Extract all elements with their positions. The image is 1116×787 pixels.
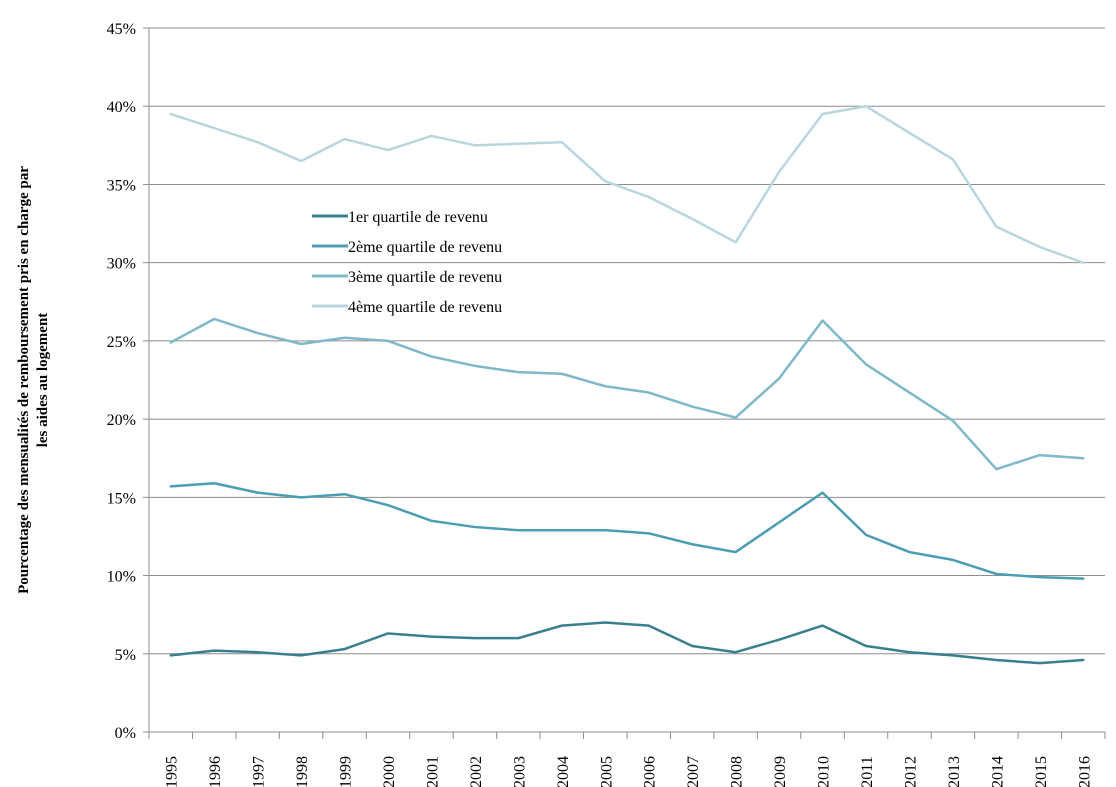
legend-label: 2ème quartile de revenu (348, 239, 502, 256)
legend-label: 3ème quartile de revenu (348, 269, 502, 286)
x-tick-label-2003: 2003 (511, 756, 528, 787)
y-tick-label: 25% (107, 334, 136, 351)
x-tick-labels: 1995 1996 1997 1998 1999 2000 2001 2002 2003 2004… (148, 732, 1106, 787)
x-tick-label-1997: 1997 (251, 756, 268, 787)
y-tick-labels: 0% 5% 10% 15% 20% 25% 30% 35% 40% 45% (107, 21, 149, 742)
y-tick-label: 40% (107, 99, 136, 116)
x-tick-label-2006: 2006 (642, 756, 659, 787)
y-tick-label: 5% (115, 647, 136, 664)
legend: 1er quartile de revenu 2ème quartile de r… (312, 209, 502, 316)
x-tick-label-2011: 2011 (859, 756, 876, 787)
legend-item-3: 3ème quartile de revenu (312, 269, 502, 286)
x-tick-label-2016: 2016 (1076, 756, 1093, 787)
series-line-3 (169, 317, 1085, 471)
y-axis-title-line-2: les aides au logement (35, 313, 51, 448)
x-tick-label-1999: 1999 (338, 756, 355, 787)
x-tick-label-2013: 2013 (946, 756, 963, 787)
x-tick-label-2009: 2009 (772, 756, 789, 787)
x-tick-label-2014: 2014 (989, 756, 1006, 787)
y-tick-label: 30% (107, 256, 136, 273)
legend-label: 4ème quartile de revenu (348, 299, 502, 316)
x-tick-label-1995: 1995 (164, 756, 181, 787)
x-tick-label-2001: 2001 (424, 756, 441, 787)
x-tick-label-2010: 2010 (816, 756, 833, 787)
x-tick-label-2007: 2007 (685, 756, 702, 787)
y-tick-label: 45% (107, 21, 136, 38)
y-tick-label: 0% (115, 725, 136, 742)
x-tick-label-2000: 2000 (381, 756, 398, 787)
y-tick-label: 10% (107, 569, 136, 586)
x-tick-label-1996: 1996 (207, 756, 224, 787)
x-tick-label-1998: 1998 (294, 756, 311, 787)
x-tick-label-2012: 2012 (902, 756, 919, 787)
y-axis-title: Pourcentage des mensualités de rembourse… (16, 166, 51, 594)
series-lines (169, 104, 1085, 665)
legend-item-1: 1er quartile de revenu (312, 209, 488, 226)
y-tick-label: 20% (107, 412, 136, 429)
x-tick-label-2005: 2005 (598, 756, 615, 787)
series-line-2 (169, 482, 1085, 580)
legend-label: 1er quartile de revenu (348, 209, 488, 226)
x-tick-label-2008: 2008 (729, 756, 746, 787)
x-tick-label-2015: 2015 (1033, 756, 1050, 787)
legend-item-2: 2ème quartile de revenu (312, 239, 502, 256)
x-tick-label-2004: 2004 (555, 756, 572, 787)
series-line-4 (169, 104, 1085, 264)
x-tick-label-2002: 2002 (468, 756, 485, 787)
y-axis-title-line-1: Pourcentage des mensualités de rembourse… (16, 166, 32, 594)
y-tick-label: 15% (107, 490, 136, 507)
legend-item-4: 4ème quartile de revenu (312, 299, 502, 316)
axes (148, 28, 1105, 733)
series-line-1 (169, 621, 1085, 665)
y-tick-label: 35% (107, 177, 136, 194)
